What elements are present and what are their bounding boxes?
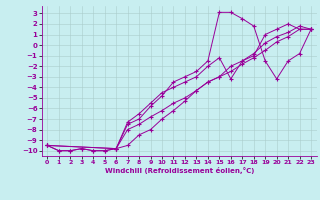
X-axis label: Windchill (Refroidissement éolien,°C): Windchill (Refroidissement éolien,°C) [105, 167, 254, 174]
